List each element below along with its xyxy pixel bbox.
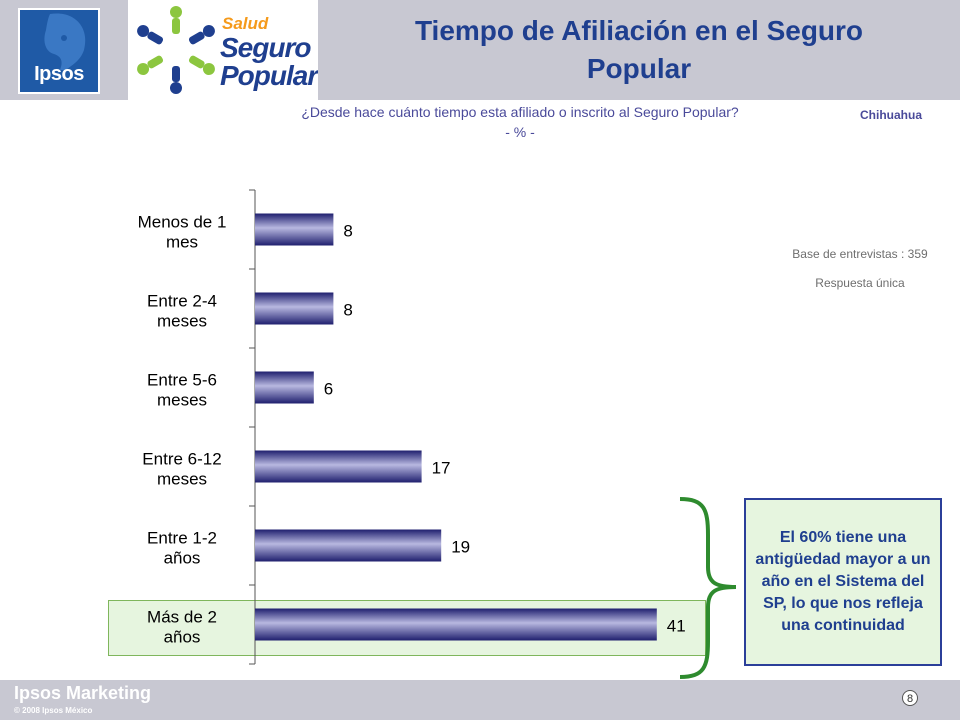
category-label: Entre 6-12 meses [142,450,221,489]
page-number: 8 [902,690,918,706]
data-label: 6 [324,380,333,399]
ipsos-logo: Ipsos [18,8,100,94]
data-label: 8 [343,301,352,320]
base-count-note: Base de entrevistas : 359 [792,247,928,261]
category-label: Entre 1-2 años [147,529,217,568]
header: Ipsos Salud Seguro Popular Tiempo de Afi… [0,0,960,100]
data-label: 8 [343,222,352,241]
region-label: Chihuahua [860,108,922,122]
category-label: Más de 2 años [147,608,217,647]
page-title: Tiempo de Afiliación en el Seguro Popula… [318,12,960,88]
response-type-note: Respuesta única [815,276,905,290]
footer: Ipsos Marketing © 2008 Ipsos México 8 [0,680,960,720]
bar [255,529,442,562]
title-panel: Tiempo de Afiliación en el Seguro Popula… [318,0,960,100]
bar [255,608,657,641]
data-label: 41 [667,617,686,636]
bar [255,371,314,404]
unit-label: - % - [505,124,535,140]
bar [255,213,334,246]
data-label: 19 [451,538,470,557]
category-label: Entre 5-6 meses [147,371,217,410]
footer-copyright: © 2008 Ipsos México [14,706,93,715]
ipsos-logo-text: Ipsos [34,63,84,85]
ipsos-logo-panel: Ipsos [0,0,128,100]
bar-chart: Menos de 1 mes 8 Entre 2-4 meses 8 Entre 5-6 me… [138,189,686,665]
survey-question: ¿Desde hace cuánto tiempo esta afiliado … [301,104,739,120]
sp-logo-popular: Popular [220,60,318,91]
brace-icon [679,497,737,679]
people-circle-icon [137,6,215,94]
insight-callout: El 60% tiene una antigüedad mayor a un a… [744,498,942,666]
data-label: 17 [432,459,451,478]
face-silhouette-icon [44,13,86,71]
sp-logo-seguro: Seguro [220,32,311,63]
sp-logo-salud: Salud [222,14,269,33]
page-title-line1: Tiempo de Afiliación en el Seguro [414,15,864,46]
seguro-popular-logo: Salud Seguro Popular [128,0,318,100]
footer-brand: Ipsos Marketing [14,683,152,703]
page-title-line2: Popular [586,53,692,84]
bar [255,292,334,325]
bar [255,450,422,483]
category-label: Entre 2-4 meses [147,292,217,331]
category-label: Menos de 1 mes [138,213,227,252]
